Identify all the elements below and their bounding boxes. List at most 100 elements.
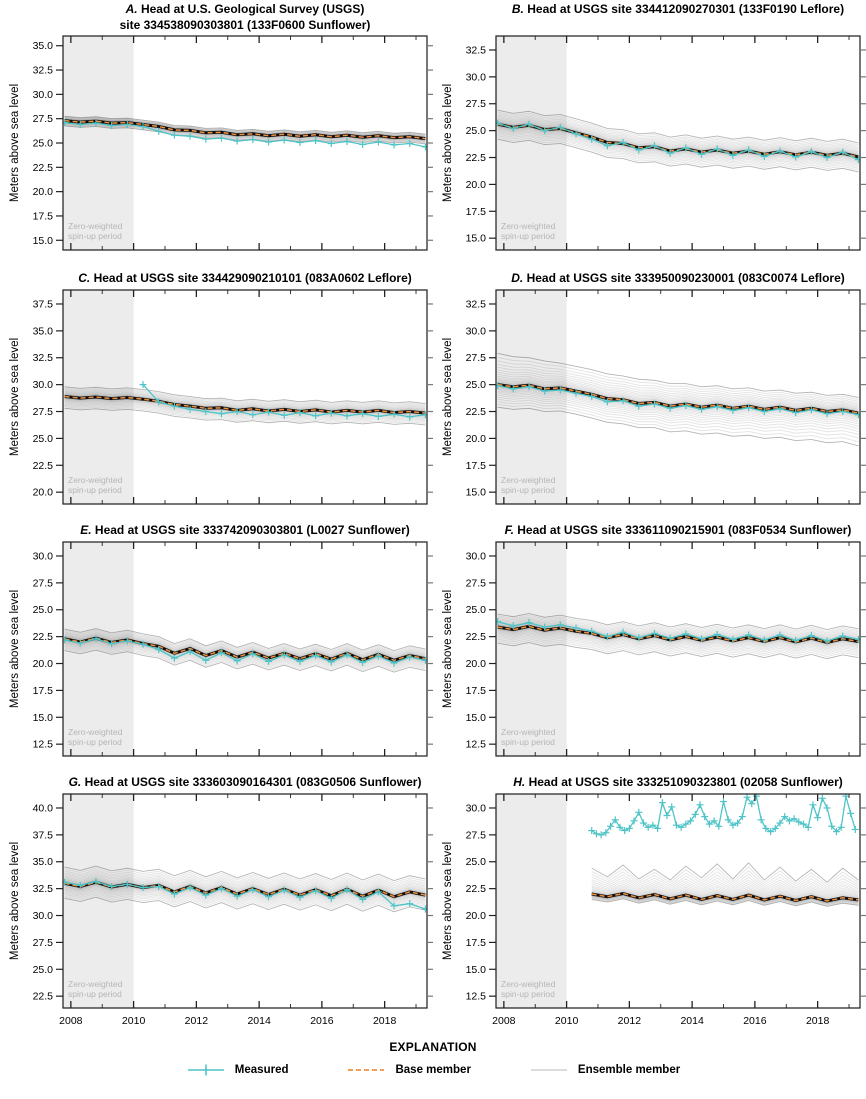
svg-text:C. Head at USGS site 334429090: C. Head at USGS site 334429090210101 (08… xyxy=(78,271,412,285)
svg-text:25.0: 25.0 xyxy=(466,125,487,137)
svg-text:30.0: 30.0 xyxy=(466,325,487,337)
svg-text:20.0: 20.0 xyxy=(466,433,487,445)
svg-text:17.5: 17.5 xyxy=(466,937,487,949)
svg-text:2010: 2010 xyxy=(122,1015,146,1027)
base-member-line-icon xyxy=(348,1069,385,1071)
svg-text:22.5: 22.5 xyxy=(33,631,54,643)
svg-text:Zero-weighted: Zero-weighted xyxy=(68,475,123,485)
svg-text:Zero-weighted: Zero-weighted xyxy=(501,475,556,485)
svg-text:30.0: 30.0 xyxy=(33,910,54,922)
svg-text:30.0: 30.0 xyxy=(466,71,487,83)
svg-text:E. Head at USGS site 333742090: E. Head at USGS site 333742090303801 (L0… xyxy=(80,523,410,537)
svg-text:22.5: 22.5 xyxy=(33,162,54,174)
svg-text:25.0: 25.0 xyxy=(33,604,54,616)
measured-line-icon xyxy=(187,1064,224,1076)
svg-text:2012: 2012 xyxy=(618,1015,642,1027)
panel-h-chart: 2008 2010 2012 2014 2016 2018 30.0 27.5 25.0 22.5… xyxy=(442,775,866,1027)
svg-text:20.0: 20.0 xyxy=(33,487,54,499)
svg-text:Meters above sea level: Meters above sea level xyxy=(9,338,21,456)
svg-text:H. Head at USGS site 333251090: H. Head at USGS site 333251090323801 (02… xyxy=(513,775,843,789)
svg-text:25.0: 25.0 xyxy=(33,964,54,976)
svg-text:27.5: 27.5 xyxy=(466,577,487,589)
panel-g-chart: 2008 2010 2012 2014 2016 2018 40.0 37.5 35.0 32.5… xyxy=(9,775,433,1027)
svg-text:2014: 2014 xyxy=(680,1015,704,1027)
legend-label-measured: Measured xyxy=(234,1064,289,1076)
svg-text:27.5: 27.5 xyxy=(33,577,54,589)
svg-text:27.5: 27.5 xyxy=(33,406,54,418)
svg-text:15.0: 15.0 xyxy=(466,712,487,724)
panel-e-chart: 30.0 27.5 25.0 22.5 20.0 17.5 15.0 12.5 Zero-wei… xyxy=(9,523,433,757)
svg-text:25.0: 25.0 xyxy=(466,379,487,391)
svg-text:35.0: 35.0 xyxy=(33,40,54,52)
svg-text:spin-up period: spin-up period xyxy=(501,989,555,999)
svg-text:G. Head at USGS site 333603090: G. Head at USGS site 333603090164301 (08… xyxy=(69,775,422,789)
svg-text:spin-up period: spin-up period xyxy=(68,737,122,747)
svg-text:2012: 2012 xyxy=(185,1015,209,1027)
svg-text:D. Head at USGS site 333950090: D. Head at USGS site 333950090230001 (08… xyxy=(511,271,845,285)
svg-text:12.5: 12.5 xyxy=(33,739,54,751)
panel-d-chart: 32.5 30.0 27.5 25.0 22.5 20.0 17.5 15.0 Zero-wei… xyxy=(442,271,866,505)
chart-grid: 35.0 32.5 30.0 27.5 25.0 22.5 20.0 17.5 15.0 Zero… xyxy=(9,2,866,1027)
svg-text:30.0: 30.0 xyxy=(33,379,54,391)
legend: EXPLANATION Measured Base member Ensembl… xyxy=(0,1034,866,1087)
svg-text:22.5: 22.5 xyxy=(466,631,487,643)
svg-text:Meters above sea level: Meters above sea level xyxy=(442,338,454,456)
svg-text:spin-up period: spin-up period xyxy=(501,737,555,747)
svg-text:17.5: 17.5 xyxy=(466,460,487,472)
svg-text:32.5: 32.5 xyxy=(466,298,487,310)
svg-text:15.0: 15.0 xyxy=(33,712,54,724)
svg-text:35.0: 35.0 xyxy=(33,856,54,868)
svg-text:17.5: 17.5 xyxy=(466,206,487,218)
svg-text:A. Head at U.S. Geological Sur: A. Head at U.S. Geological Survey (USGS) xyxy=(125,2,365,16)
svg-text:Zero-weighted: Zero-weighted xyxy=(68,979,123,989)
svg-text:20.0: 20.0 xyxy=(466,658,487,670)
svg-text:20.0: 20.0 xyxy=(466,179,487,191)
svg-text:32.5: 32.5 xyxy=(33,352,54,364)
svg-text:B. Head at USGS site 334412090: B. Head at USGS site 334412090270301 (13… xyxy=(512,2,844,16)
svg-text:37.5: 37.5 xyxy=(33,829,54,841)
svg-text:25.0: 25.0 xyxy=(33,138,54,150)
svg-text:2008: 2008 xyxy=(492,1015,516,1027)
svg-text:30.0: 30.0 xyxy=(33,550,54,562)
legend-label-ensemble-member: Ensemble member xyxy=(577,1064,681,1076)
svg-text:22.5: 22.5 xyxy=(466,152,487,164)
svg-text:Zero-weighted: Zero-weighted xyxy=(501,727,556,737)
svg-text:2010: 2010 xyxy=(555,1015,579,1027)
svg-text:Zero-weighted: Zero-weighted xyxy=(68,727,123,737)
svg-text:27.5: 27.5 xyxy=(466,352,487,364)
svg-text:30.0: 30.0 xyxy=(33,89,54,101)
svg-text:Meters above sea level: Meters above sea level xyxy=(9,590,21,708)
panel-f-chart: 30.0 27.5 25.0 22.5 20.0 17.5 15.0 12.5 Zero-wei… xyxy=(442,523,866,757)
svg-text:2014: 2014 xyxy=(247,1015,271,1027)
panel-b-chart: 32.5 30.0 27.5 25.0 22.5 20.0 17.5 15.0 Zero-wei… xyxy=(442,2,866,251)
svg-text:spin-up period: spin-up period xyxy=(68,231,122,241)
legend-items: Measured Base member Ensemble member xyxy=(0,1063,866,1077)
svg-text:12.5: 12.5 xyxy=(466,739,487,751)
svg-text:Meters above sea level: Meters above sea level xyxy=(9,84,21,202)
svg-text:Zero-weighted: Zero-weighted xyxy=(68,221,123,231)
svg-text:spin-up period: spin-up period xyxy=(501,485,555,495)
svg-text:spin-up period: spin-up period xyxy=(68,989,122,999)
legend-item-measured: Measured xyxy=(186,1063,289,1077)
svg-text:25.0: 25.0 xyxy=(33,433,54,445)
svg-text:17.5: 17.5 xyxy=(466,685,487,697)
svg-text:30.0: 30.0 xyxy=(466,802,487,814)
svg-text:27.5: 27.5 xyxy=(466,829,487,841)
svg-text:27.5: 27.5 xyxy=(33,937,54,949)
svg-text:25.0: 25.0 xyxy=(466,604,487,616)
svg-text:spin-up period: spin-up period xyxy=(68,485,122,495)
svg-text:20.0: 20.0 xyxy=(466,910,487,922)
legend-item-base-member: Base member xyxy=(346,1063,471,1077)
svg-text:2016: 2016 xyxy=(743,1015,767,1027)
svg-text:Meters above sea level: Meters above sea level xyxy=(9,842,21,960)
svg-text:32.5: 32.5 xyxy=(466,44,487,56)
svg-text:Zero-weighted: Zero-weighted xyxy=(501,221,556,231)
svg-text:22.5: 22.5 xyxy=(466,883,487,895)
svg-text:20.0: 20.0 xyxy=(33,186,54,198)
svg-text:30.0: 30.0 xyxy=(466,550,487,562)
svg-text:12.5: 12.5 xyxy=(466,991,487,1003)
svg-text:32.5: 32.5 xyxy=(33,883,54,895)
svg-text:32.5: 32.5 xyxy=(33,65,54,77)
svg-text:17.5: 17.5 xyxy=(33,210,54,222)
